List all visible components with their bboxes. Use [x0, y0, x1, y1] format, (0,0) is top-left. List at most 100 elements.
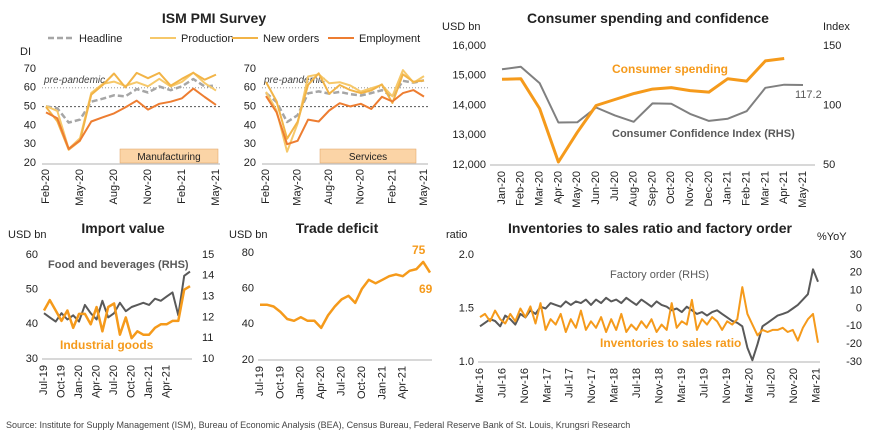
pmi-x-tick: May-21 [210, 169, 222, 206]
inventory-x-tick: Nov-18 [654, 368, 666, 403]
pmi-series-headline [265, 79, 425, 124]
inventory-x-tick: Mar-16 [474, 368, 486, 403]
consumer-x-tick: Feb-20 [515, 171, 527, 206]
inventory-y-right-tick: 10 [850, 285, 862, 297]
pmi-x-tick: Feb-21 [176, 169, 188, 204]
legend-label: Production [181, 33, 234, 45]
consumer-x-tick: Nov-20 [684, 171, 696, 206]
inventory-y-right-tick: 0 [856, 302, 862, 314]
consumer-x-tick: Mar-20 [534, 171, 546, 206]
pmi-panel-label-box [319, 148, 417, 164]
inventory-x-tick: Jul-17 [564, 368, 576, 398]
pmi-y-tick: 60 [244, 82, 256, 94]
trade-y-tick: 80 [242, 247, 254, 259]
pmi-annotation: pre-pandemic [43, 75, 105, 86]
trade-title: Trade deficit [296, 220, 379, 236]
consumer-x-tick: Jun-20 [590, 171, 602, 205]
import-y-left-label: USD bn [8, 229, 47, 241]
import-x-tick: Jan-20 [73, 365, 85, 399]
pmi-series-production [265, 69, 425, 153]
pmi-x-tick: Feb-21 [386, 169, 398, 204]
pmi-x-tick: Nov-20 [355, 169, 367, 204]
inventory-y-right-tick: -30 [846, 356, 862, 368]
trade-annotation-latest: 69 [419, 282, 433, 296]
pmi-x-tick: Nov-20 [142, 169, 154, 204]
import-y-left-tick: 50 [26, 284, 38, 296]
pmi-y-tick: 20 [24, 157, 36, 169]
inventory-y-right-tick: -20 [846, 338, 862, 350]
consumer-x-tick: May-20 [571, 171, 583, 208]
import-x-tick: Oct-20 [126, 365, 138, 398]
trade-y-tick: 20 [242, 354, 254, 366]
inventory-y-left-tick: 1.0 [459, 356, 474, 368]
pmi-series-headline [45, 77, 217, 124]
consumer-x-tick: Apr-20 [552, 171, 564, 204]
inventory-x-tick: Jul-19 [698, 368, 710, 398]
pmi-x-tick: May-20 [292, 169, 304, 206]
import-y-right-tick: 12 [202, 311, 214, 323]
consumer-title: Consumer spending and confidence [527, 10, 769, 26]
pmi-y-tick: 50 [24, 101, 36, 113]
trade-y-tick: 40 [242, 318, 254, 330]
pmi-x-tick: May-21 [418, 169, 430, 206]
consumer-y-left-tick: 15,000 [452, 70, 486, 82]
consumer-y-left-tick: 12,000 [452, 159, 486, 171]
trade-y-tick: 60 [242, 283, 254, 295]
trade-x-tick: Jan-20 [295, 366, 307, 400]
import-x-tick: Apr-20 [90, 365, 102, 398]
inventory-x-tick: Jul-20 [766, 368, 778, 398]
import-y-left-tick: 30 [26, 353, 38, 365]
inventory-x-tick: Nov-17 [586, 368, 598, 403]
import-industrial-line [42, 285, 191, 340]
import-industrial-label: Industrial goods [60, 338, 154, 352]
consumer-x-tick: May-21 [797, 171, 809, 208]
legend-label: Employment [359, 33, 420, 45]
pmi-series-employment [45, 87, 217, 150]
inventory-x-tick: Jul-18 [631, 368, 643, 398]
trade-x-tick: Apr-20 [315, 366, 327, 399]
trade-x-tick: Apr-21 [397, 366, 409, 399]
consumer-confidence-label: Consumer Confidence Index (RHS) [612, 128, 795, 140]
inventory-ratio-label: Inventories to sales ratio [600, 336, 741, 350]
inventory-x-tick: Nov-19 [721, 368, 733, 403]
import-y-right-tick: 11 [202, 332, 213, 344]
consumer-x-tick: Mar-21 [759, 171, 771, 206]
inventory-x-tick: Mar-21 [811, 368, 823, 403]
consumer-confidence-line [501, 65, 804, 124]
trade-x-tick: Jul-19 [254, 366, 266, 396]
pmi-x-tick: Feb-20 [40, 169, 52, 204]
trade-annotation-peak: 75 [412, 243, 426, 257]
pmi-panel-label-box [119, 148, 219, 164]
consumer-x-tick: Aug-20 [628, 171, 640, 206]
inventory-y-right-label: %YoY [817, 231, 847, 243]
import-food-line [43, 270, 191, 323]
inventory-y-left-tick: 1.5 [459, 302, 474, 314]
consumer-y-right-label: Index [823, 21, 850, 33]
pmi-y-tick: 60 [24, 82, 36, 94]
consumer-spending-label: Consumer spending [612, 62, 728, 76]
trade-x-tick: Oct-20 [356, 366, 368, 399]
pmi-y-tick: 70 [24, 63, 36, 75]
pmi-y-tick: 30 [244, 138, 256, 150]
import-y-right-tick: 13 [202, 291, 214, 303]
consumer-x-tick: Apr-21 [778, 171, 790, 204]
inventory-factory-order-label: Factory order (RHS) [610, 269, 709, 281]
pmi-y-label: DI [20, 46, 31, 58]
import-y-left-tick: 60 [26, 249, 38, 261]
inventory-x-tick: Jul-16 [496, 368, 508, 398]
import-x-tick: Jul-19 [38, 365, 50, 395]
consumer-y-right-tick: 100 [823, 99, 841, 111]
pmi-panel-label: Services [349, 152, 387, 163]
consumer-x-tick: Dec-20 [703, 171, 715, 206]
consumer-x-tick: Jan-20 [496, 171, 508, 205]
trade-deficit-line [260, 260, 432, 330]
pmi-x-tick: Aug-20 [108, 169, 120, 204]
pmi-x-tick: May-20 [74, 169, 86, 206]
inventory-x-tick: Mar-17 [541, 368, 553, 403]
pmi-x-tick: Aug-20 [323, 169, 335, 204]
consumer-y-left-tick: 13,000 [452, 129, 486, 141]
legend-label: Headline [79, 33, 122, 45]
consumer-annotation-value: 117.2 [795, 89, 822, 101]
pmi-y-tick: 30 [24, 138, 36, 150]
